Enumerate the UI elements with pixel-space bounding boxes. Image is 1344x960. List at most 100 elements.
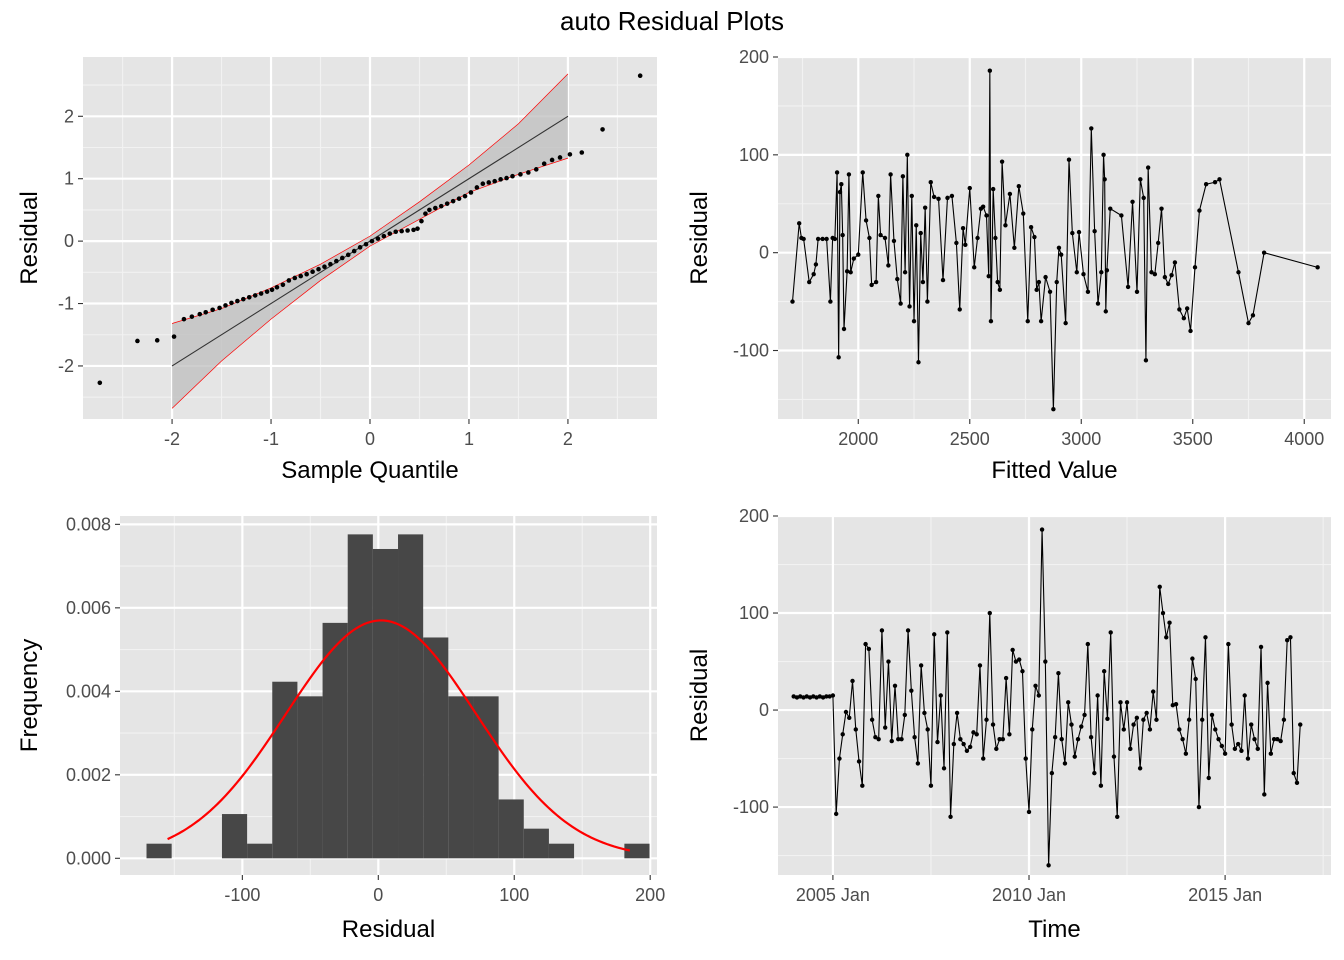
residual-point [1085, 289, 1091, 295]
qq-point [600, 127, 605, 132]
qq-point [292, 275, 298, 281]
figure-title: auto Residual Plots [559, 6, 785, 36]
qq-point [492, 178, 497, 184]
x-tick-label: 0 [365, 429, 375, 449]
residual-time-point [1095, 693, 1100, 698]
chart-time: 2005 Jan 2010 Jan 2015 Jan -100 0 100 200 Time R… [686, 506, 1331, 943]
residual-point [1141, 195, 1146, 201]
residual-point [790, 299, 795, 304]
residual-time-point [1013, 659, 1019, 664]
residual-point [1181, 316, 1187, 321]
residual-point [907, 304, 912, 309]
residual-time-point [1026, 809, 1032, 815]
residual-point [925, 299, 930, 304]
x-tick-label: 2010 Jan [992, 885, 1066, 905]
residual-point [1159, 206, 1164, 211]
qq-point [246, 294, 252, 300]
residual-point [940, 277, 946, 283]
residual-time-point [1075, 736, 1081, 742]
qq-point [526, 170, 531, 175]
qq-point [375, 236, 381, 241]
residual-time-point [1291, 770, 1296, 776]
qq-point [304, 271, 309, 277]
histogram-bar [548, 843, 575, 859]
residual-time-point [1265, 680, 1270, 686]
qq-point [423, 211, 428, 216]
qq-point [223, 303, 228, 308]
residual-point [1043, 274, 1048, 280]
residual-time-point [941, 766, 947, 771]
residual-point [993, 235, 998, 241]
qq-point [181, 316, 187, 322]
qq-point [399, 228, 404, 234]
residual-point [1315, 265, 1320, 270]
residual-time-point [1232, 746, 1238, 752]
residual-point [936, 196, 941, 202]
residual-point [820, 236, 825, 242]
residual-point [945, 195, 950, 201]
residual-time-point [1069, 722, 1074, 727]
qq-point [462, 193, 468, 199]
residual-point [1047, 289, 1053, 295]
residual-point [1081, 272, 1086, 277]
residual-time-point [1000, 736, 1006, 742]
x-tick-label: 2005 Jan [796, 885, 870, 905]
residual-point [1197, 208, 1202, 213]
qq-point [269, 287, 275, 293]
y-tick-label: 100 [739, 145, 769, 165]
qq-point [252, 293, 258, 298]
residual-time-point [1258, 644, 1264, 650]
residual-time-point [1108, 630, 1113, 635]
qq-point [498, 177, 503, 182]
residual-point [1108, 206, 1113, 211]
residual-time-point [824, 694, 829, 699]
histogram-bar [372, 548, 399, 859]
residual-point [867, 235, 872, 241]
qq-point [298, 273, 304, 279]
residual-time-point [869, 717, 875, 722]
qq-point [310, 269, 315, 275]
residual-time-point [889, 738, 894, 744]
residual-time-point [879, 628, 885, 633]
residual-point [1066, 157, 1072, 162]
residual-time-point [1255, 746, 1260, 752]
residual-time-point [1242, 693, 1247, 698]
y-tick-label: 200 [739, 47, 769, 67]
residual-point [988, 318, 994, 324]
x-tick-label: -2 [164, 429, 180, 449]
residual-point [984, 213, 989, 218]
residual-point [1169, 272, 1174, 278]
residual-time-point [1111, 754, 1117, 759]
residual-time-point [886, 659, 891, 664]
qq-point [135, 338, 140, 344]
y-tick-label: 1 [64, 169, 74, 189]
residual-time-point [837, 756, 842, 761]
residual-time-point [1173, 702, 1179, 707]
residual-time-point [948, 814, 953, 819]
residual-point [1184, 306, 1190, 311]
qq-point [433, 205, 438, 211]
qq-point [286, 278, 292, 283]
residual-time-point [1105, 716, 1110, 721]
residual-point [869, 282, 874, 288]
residual-point [1104, 268, 1110, 273]
y-axis-title: Frequency [16, 639, 43, 752]
residual-point [1095, 301, 1101, 306]
residual-point [863, 218, 869, 223]
residual-time-point [1206, 775, 1211, 781]
histogram-bar [221, 814, 248, 859]
qq-point [154, 338, 160, 343]
residual-time-point [1177, 727, 1182, 732]
residual-point [980, 204, 986, 209]
residual-time-point [1046, 863, 1051, 868]
residual-point [1149, 270, 1154, 275]
residual-time-point [915, 761, 921, 766]
residual-point [1034, 287, 1039, 293]
qq-point [450, 198, 456, 204]
residual-time-point [1209, 712, 1215, 718]
residual-point [997, 287, 1003, 293]
qq-point [345, 252, 351, 258]
x-tick-label: 3500 [1173, 429, 1213, 449]
qq-point [456, 196, 462, 201]
residual-point [1212, 180, 1218, 185]
